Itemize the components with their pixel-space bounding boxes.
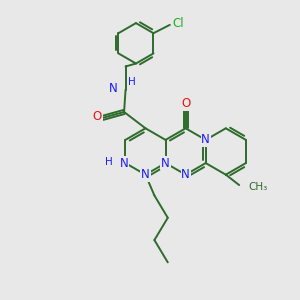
Text: H: H — [105, 157, 113, 166]
Text: CH₃: CH₃ — [249, 182, 268, 193]
Text: N: N — [119, 157, 128, 169]
Text: N: N — [181, 168, 190, 181]
Text: N: N — [109, 82, 117, 95]
Text: O: O — [181, 97, 190, 110]
Text: N: N — [141, 168, 150, 181]
Text: Cl: Cl — [172, 17, 184, 30]
Text: N: N — [201, 134, 210, 146]
Text: O: O — [93, 110, 102, 123]
Text: N: N — [161, 157, 170, 169]
Text: H: H — [128, 77, 136, 87]
